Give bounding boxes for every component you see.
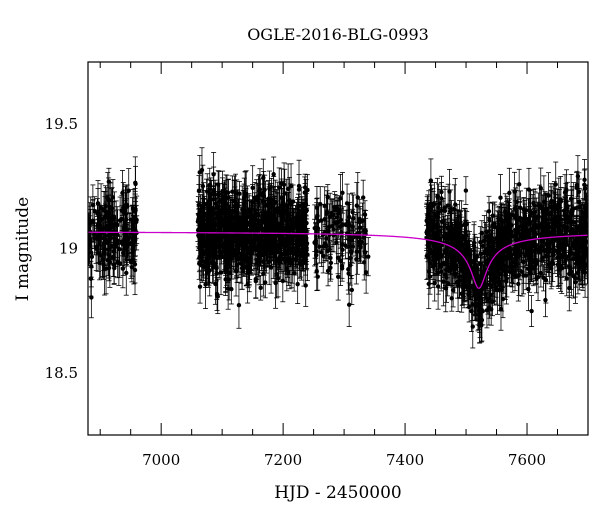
data-point xyxy=(95,188,101,220)
chart-title: OGLE-2016-BLG-0993 xyxy=(247,25,429,44)
data-point xyxy=(90,199,96,243)
data-point xyxy=(260,174,266,212)
data-point xyxy=(271,156,277,192)
data-point xyxy=(280,198,286,233)
data-point xyxy=(119,217,125,266)
data-point xyxy=(250,183,256,220)
data-point xyxy=(202,206,208,248)
data-point xyxy=(236,181,242,207)
data-point xyxy=(264,219,270,268)
data-point xyxy=(245,265,251,304)
x-tick-label: 7200 xyxy=(264,451,302,469)
data-point xyxy=(255,182,261,210)
data-point xyxy=(106,234,112,265)
data-point xyxy=(88,260,94,297)
data-point xyxy=(231,175,237,227)
data-point xyxy=(223,190,229,218)
data-point xyxy=(197,269,203,304)
data-point xyxy=(267,184,273,230)
y-tick-label: 19.5 xyxy=(45,115,78,133)
data-point xyxy=(205,218,211,267)
data-point xyxy=(328,246,334,280)
data-point xyxy=(97,245,103,281)
x-axis-label: HJD - 2450000 xyxy=(274,483,402,503)
data-point xyxy=(106,167,112,196)
data-point xyxy=(233,234,239,278)
data-point xyxy=(218,206,224,236)
y-axis-label: I magnitude xyxy=(13,197,33,301)
data-point xyxy=(197,221,203,250)
data-points xyxy=(88,147,588,349)
data-point xyxy=(511,171,517,211)
x-tick-label: 7400 xyxy=(386,451,424,469)
data-point xyxy=(226,204,232,248)
data-point xyxy=(101,207,107,250)
data-point xyxy=(243,249,249,286)
data-point xyxy=(274,250,280,299)
data-point xyxy=(197,155,203,190)
data-point xyxy=(243,170,249,218)
x-tick-label: 7600 xyxy=(508,451,546,469)
data-point xyxy=(516,168,522,200)
data-point xyxy=(463,176,469,205)
data-point xyxy=(290,229,296,276)
data-point xyxy=(121,189,127,235)
data-point xyxy=(228,273,234,305)
data-point xyxy=(236,281,242,329)
data-point xyxy=(210,242,216,284)
data-point xyxy=(238,226,244,259)
data-point xyxy=(234,190,240,232)
data-point xyxy=(88,276,94,319)
data-point xyxy=(241,177,247,230)
data-point xyxy=(262,199,268,247)
data-point xyxy=(276,221,282,269)
y-tick-label: 18.5 xyxy=(45,364,78,382)
data-point xyxy=(296,174,302,205)
data-point xyxy=(216,235,222,279)
data-point xyxy=(258,275,264,301)
data-point xyxy=(196,243,202,273)
data-point xyxy=(303,214,309,260)
data-point xyxy=(303,264,309,307)
data-point xyxy=(274,191,280,233)
data-point xyxy=(195,213,201,248)
data-point xyxy=(109,188,115,229)
data-point xyxy=(256,239,262,286)
data-point xyxy=(196,175,202,207)
data-point xyxy=(100,241,106,277)
x-tick-label: 7000 xyxy=(142,451,180,469)
data-point xyxy=(254,231,260,266)
y-tick-label: 19 xyxy=(59,240,78,258)
data-point xyxy=(132,188,138,231)
data-point xyxy=(304,174,310,206)
data-point xyxy=(288,163,294,209)
data-point xyxy=(215,278,221,315)
data-point xyxy=(259,212,265,246)
data-point xyxy=(116,235,122,263)
data-point xyxy=(133,165,139,202)
data-point xyxy=(235,215,241,262)
data-point xyxy=(270,202,276,247)
data-point xyxy=(123,250,129,296)
data-point xyxy=(285,163,291,215)
data-point xyxy=(95,216,101,256)
data-point xyxy=(360,179,366,216)
data-point xyxy=(113,226,119,267)
data-point xyxy=(285,226,291,276)
